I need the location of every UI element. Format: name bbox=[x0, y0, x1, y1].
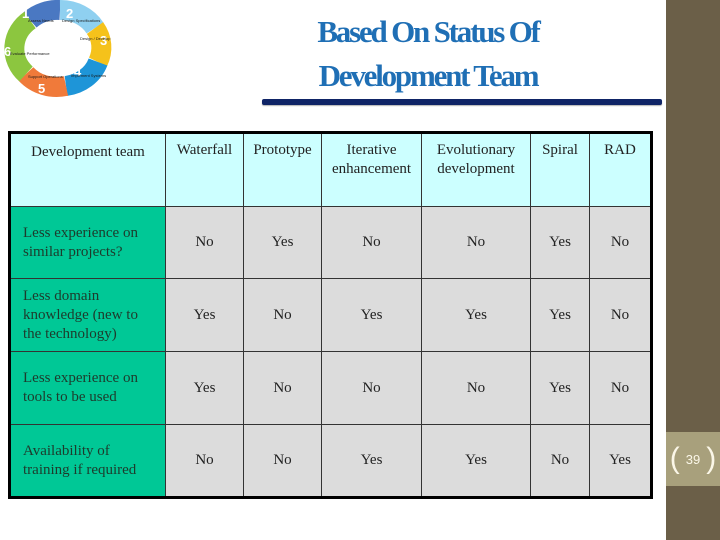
column-header: Spiral bbox=[530, 132, 590, 207]
table-cell: No bbox=[421, 206, 531, 279]
page-number: 39 bbox=[685, 451, 701, 467]
column-header: Prototype bbox=[243, 132, 322, 207]
table-cell: No bbox=[321, 206, 422, 279]
column-header: Development team bbox=[9, 132, 166, 207]
right-bracket-icon: ) bbox=[706, 442, 717, 475]
row-label: Less domain knowledge (new to the techno… bbox=[9, 278, 166, 352]
sdlc-cycle-logo: 1 2 3 4 5 6 Assess Needs Design Specific… bbox=[0, 0, 116, 98]
table-header-row: Development team Waterfall Prototype Ite… bbox=[9, 132, 652, 207]
title-line-1: Based On Status Of bbox=[317, 14, 541, 49]
svg-text:1: 1 bbox=[22, 6, 29, 21]
column-header: Iterative enhancement bbox=[321, 132, 422, 207]
row-label: Availability of training if required bbox=[9, 424, 166, 498]
comparison-table: Development team Waterfall Prototype Ite… bbox=[8, 131, 653, 499]
svg-text:2: 2 bbox=[66, 6, 73, 21]
title-underline bbox=[262, 99, 662, 105]
svg-text:3: 3 bbox=[100, 33, 107, 48]
table-cell: No bbox=[589, 351, 652, 425]
table-cell: Yes bbox=[530, 278, 590, 352]
svg-text:Design / Develop: Design / Develop bbox=[80, 36, 111, 41]
table-cell: No bbox=[165, 206, 244, 279]
svg-text:4: 4 bbox=[74, 64, 82, 79]
table-row: Less domain knowledge (new to the techno… bbox=[9, 278, 652, 352]
table-cell: Yes bbox=[243, 206, 322, 279]
table-row: Less experience on tools to be used Yes … bbox=[9, 351, 652, 425]
svg-text:Evaluate Performance: Evaluate Performance bbox=[10, 51, 50, 56]
table-cell: Yes bbox=[421, 278, 531, 352]
row-label: Less experience on similar projects? bbox=[9, 206, 166, 279]
page-number-badge: ( 39 ) bbox=[666, 432, 720, 486]
table-cell: Yes bbox=[321, 424, 422, 498]
slide-title: Based On Status Of Development Team bbox=[268, 10, 588, 98]
column-header: Evolutionary development bbox=[421, 132, 531, 207]
table-cell: No bbox=[243, 351, 322, 425]
table-cell: Yes bbox=[530, 206, 590, 279]
table-row: Less experience on similar projects? No … bbox=[9, 206, 652, 279]
table-cell: No bbox=[165, 424, 244, 498]
table-cell: No bbox=[243, 278, 322, 352]
table-cell: Yes bbox=[589, 424, 652, 498]
svg-text:Assess Needs: Assess Needs bbox=[28, 18, 54, 23]
title-line-2: Development Team bbox=[318, 58, 540, 93]
table-cell: No bbox=[530, 424, 590, 498]
table-cell: Yes bbox=[165, 351, 244, 425]
table-cell: No bbox=[243, 424, 322, 498]
table-cell: Yes bbox=[321, 278, 422, 352]
svg-text:Implement Systems: Implement Systems bbox=[71, 73, 106, 78]
column-header: RAD bbox=[589, 132, 652, 207]
svg-text:6: 6 bbox=[4, 44, 11, 59]
table-row: Availability of training if required No … bbox=[9, 424, 652, 498]
row-label: Less experience on tools to be used bbox=[9, 351, 166, 425]
svg-text:5: 5 bbox=[38, 81, 45, 96]
column-header: Waterfall bbox=[165, 132, 244, 207]
table-cell: No bbox=[589, 206, 652, 279]
table-cell: Yes bbox=[165, 278, 244, 352]
table-cell: No bbox=[421, 351, 531, 425]
svg-text:Support Operations: Support Operations bbox=[28, 74, 63, 79]
table-cell: No bbox=[321, 351, 422, 425]
svg-text:Design Specifications: Design Specifications bbox=[62, 18, 100, 23]
table-cell: Yes bbox=[421, 424, 531, 498]
left-bracket-icon: ( bbox=[669, 442, 680, 475]
table-cell: No bbox=[589, 278, 652, 352]
table-cell: Yes bbox=[530, 351, 590, 425]
